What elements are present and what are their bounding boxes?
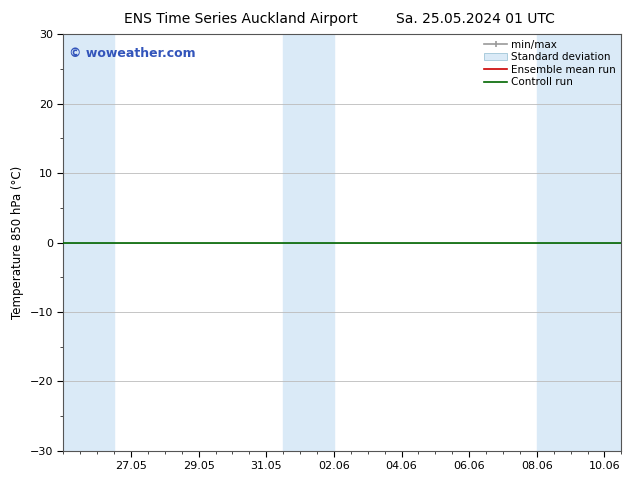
Bar [63,34,114,451]
Y-axis label: Temperature 850 hPa (°C): Temperature 850 hPa (°C) [11,166,24,319]
Text: © woweather.com: © woweather.com [69,47,196,60]
Text: ENS Time Series Auckland Airport: ENS Time Series Auckland Airport [124,12,358,26]
Bar [283,34,334,451]
Legend: min/max, Standard deviation, Ensemble mean run, Controll run: min/max, Standard deviation, Ensemble me… [481,36,619,91]
Bar [537,34,621,451]
Text: Sa. 25.05.2024 01 UTC: Sa. 25.05.2024 01 UTC [396,12,555,26]
